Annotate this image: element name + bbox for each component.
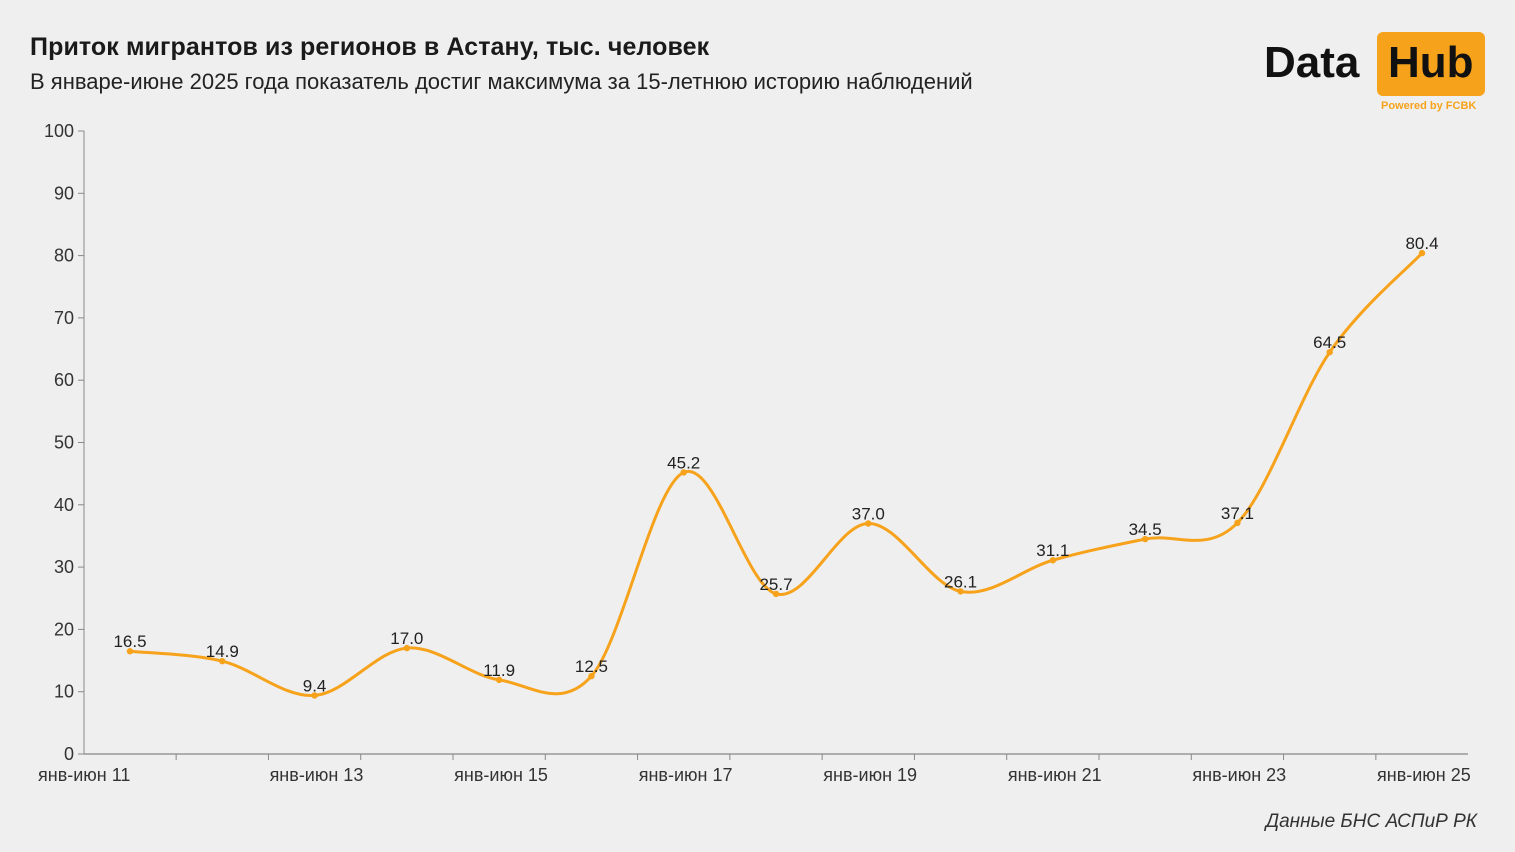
y-tick-label: 60 xyxy=(54,370,74,390)
y-tick-label: 90 xyxy=(54,183,74,203)
data-label: 64.5 xyxy=(1313,333,1346,352)
data-point xyxy=(865,520,872,527)
y-tick-label: 50 xyxy=(54,433,74,453)
x-tick-label: янв-июн 11 xyxy=(38,765,130,785)
data-label: 80.4 xyxy=(1405,234,1438,253)
data-label: 25.7 xyxy=(759,575,792,594)
y-tick-label: 40 xyxy=(54,495,74,515)
x-tick-label: янв-июн 13 xyxy=(270,765,364,785)
data-label: 45.2 xyxy=(667,453,700,472)
data-point xyxy=(495,676,503,684)
data-point xyxy=(1049,557,1057,564)
x-tick-label: янв-июн 25 xyxy=(1377,765,1471,785)
logo-text-data: Data xyxy=(1264,38,1360,87)
data-point xyxy=(1418,249,1426,257)
data-label: 9.4 xyxy=(303,676,327,695)
y-tick-label: 80 xyxy=(54,246,74,266)
chart-subtitle: В январе-июне 2025 года показатель дости… xyxy=(30,69,973,94)
y-tick-label: 100 xyxy=(44,121,74,141)
y-tick-label: 10 xyxy=(54,682,74,702)
data-point xyxy=(1326,348,1333,356)
data-point xyxy=(772,590,780,598)
data-label: 11.9 xyxy=(483,661,515,680)
y-tick-label: 30 xyxy=(54,557,74,577)
data-point xyxy=(219,657,226,665)
data-label: 16.5 xyxy=(113,632,146,651)
datahub-logo: Data Hub Powered by FCBK xyxy=(1264,32,1494,112)
data-label: 37.1 xyxy=(1221,504,1254,523)
logo-accent-box: Hub xyxy=(1377,32,1485,96)
logo-text-hub: Hub xyxy=(1388,38,1474,87)
data-point xyxy=(1141,535,1149,543)
data-label: 17.0 xyxy=(390,629,423,648)
x-tick-label: янв-июн 21 xyxy=(1008,765,1102,785)
data-point xyxy=(311,692,318,699)
data-label: 14.9 xyxy=(206,642,239,661)
logo-tagline: Powered by FCBK xyxy=(1381,100,1477,112)
data-point xyxy=(1234,519,1241,527)
source-note: Данные БНС АСПиР РК xyxy=(1265,811,1477,832)
data-label: 34.5 xyxy=(1129,520,1162,539)
y-tick-label: 20 xyxy=(54,619,74,639)
y-tick-label: 0 xyxy=(64,744,74,764)
data-label: 37.0 xyxy=(852,504,885,523)
data-point xyxy=(588,672,595,680)
data-label: 31.1 xyxy=(1036,541,1069,560)
chart-title: Приток мигрантов из регионов в Астану, т… xyxy=(30,33,710,61)
x-tick-label: янв-июн 15 xyxy=(454,765,548,785)
data-point xyxy=(403,644,411,652)
data-label: 12.5 xyxy=(575,657,608,676)
data-label: 26.1 xyxy=(944,572,977,591)
x-tick-label: янв-июн 19 xyxy=(823,765,917,785)
y-tick-label: 70 xyxy=(54,308,74,328)
data-point xyxy=(680,469,687,476)
data-point xyxy=(126,648,134,655)
data-point xyxy=(957,588,964,595)
x-tick-label: янв-июн 17 xyxy=(639,765,733,785)
x-tick-label: янв-июн 23 xyxy=(1192,765,1286,785)
series-line xyxy=(128,251,1424,697)
